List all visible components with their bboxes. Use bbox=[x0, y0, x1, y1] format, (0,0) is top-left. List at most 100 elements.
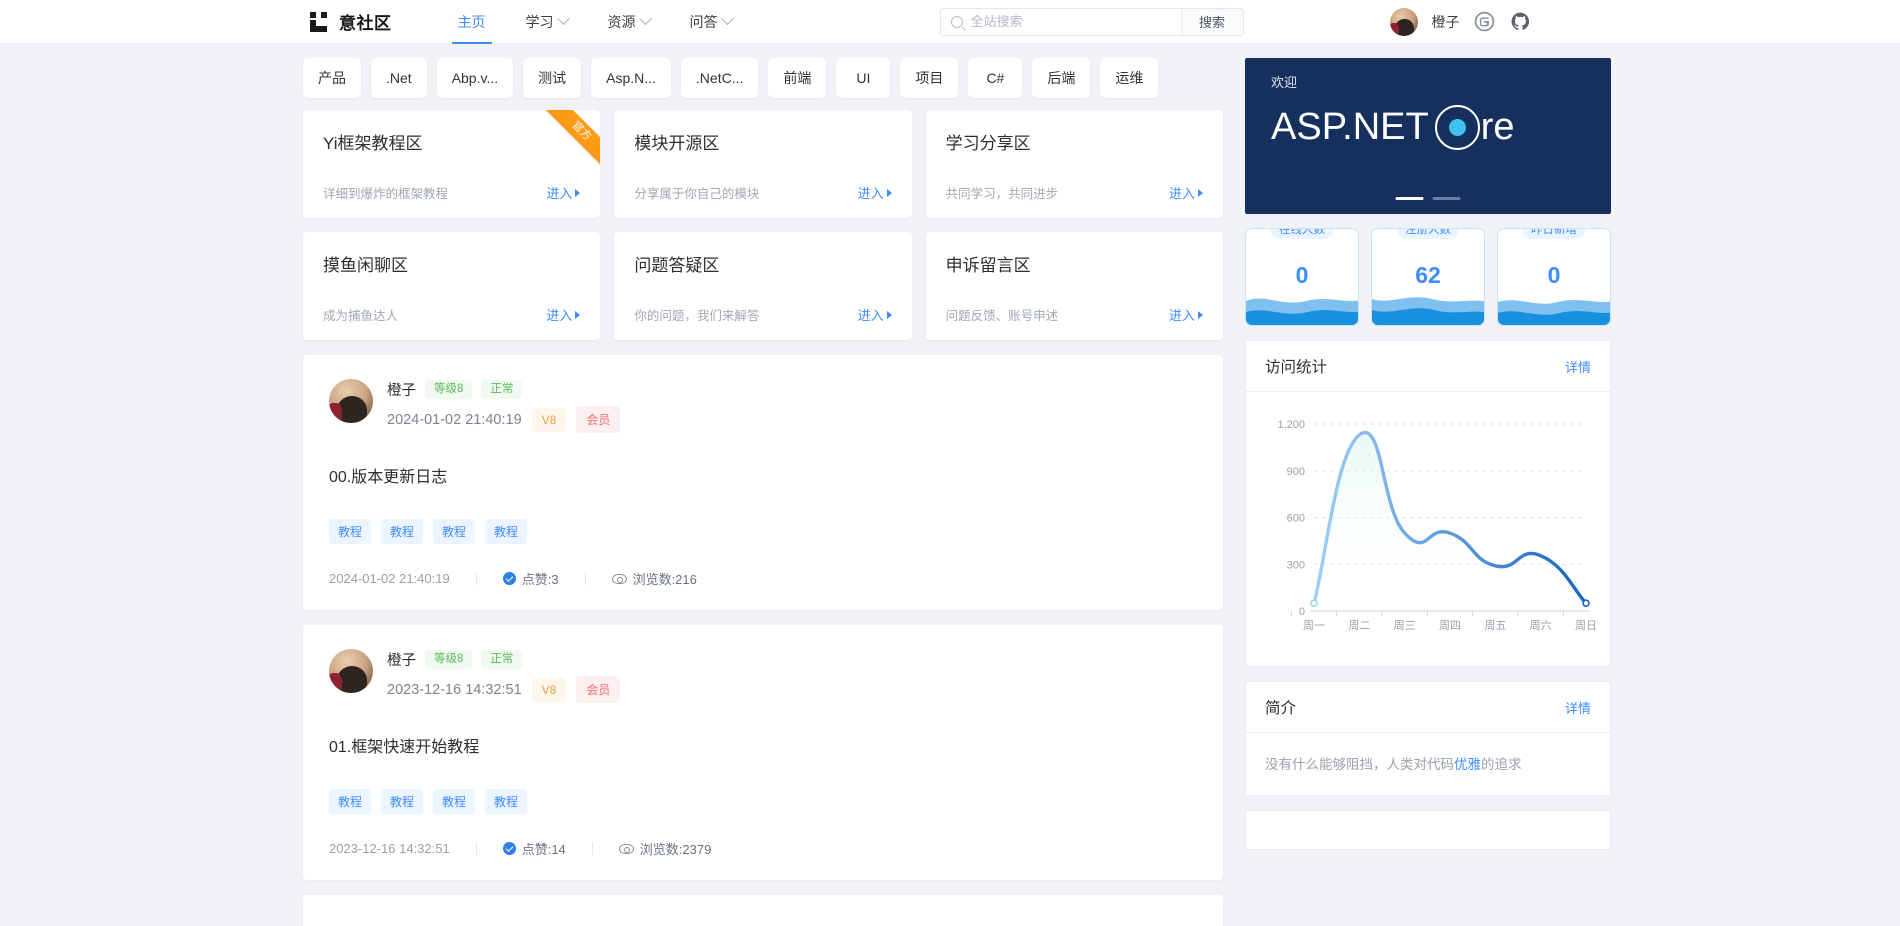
aspnet-core-logo: ASP.NET re bbox=[1271, 105, 1611, 150]
aspnet-banner[interactable]: 欢迎 ASP.NET re bbox=[1245, 58, 1611, 214]
tag-chip[interactable]: Abp.v... bbox=[436, 58, 514, 98]
tag-chip[interactable]: 产品 bbox=[303, 58, 361, 98]
post-card[interactable]: 橙子 等级8 正常 2023-12-16 14:32:51 V8 会员 01.框… bbox=[303, 625, 1223, 880]
view-label: 浏览数:216 bbox=[632, 572, 697, 587]
like-label: 点赞:3 bbox=[521, 572, 559, 587]
tag-chip[interactable]: 项目 bbox=[900, 58, 959, 98]
intro-text: 没有什么能够阻挡，人类对代码优雅的追求 bbox=[1246, 733, 1610, 795]
post-tag[interactable]: 教程 bbox=[433, 789, 476, 814]
post-title[interactable]: 00.版本更新日志 bbox=[329, 469, 448, 486]
tag-chip[interactable]: 运维 bbox=[1100, 58, 1159, 98]
avatar[interactable] bbox=[329, 649, 373, 693]
tag-chip[interactable]: .NetC... bbox=[680, 58, 759, 98]
panel-title: 简介 bbox=[1265, 700, 1297, 717]
post-tag[interactable]: 教程 bbox=[433, 519, 476, 544]
tag-chip[interactable]: UI bbox=[836, 58, 891, 98]
search-field[interactable] bbox=[941, 9, 1181, 35]
carousel-dot[interactable] bbox=[1432, 197, 1461, 200]
banner-welcome: 欢迎 bbox=[1271, 75, 1298, 90]
category-enter-button[interactable]: 进入 bbox=[1169, 305, 1203, 324]
category-card[interactable]: 问题答疑区 你的问题，我们来解答 进入 bbox=[614, 232, 912, 340]
intro-panel: 简介 详情 没有什么能够阻挡，人类对代码优雅的追求 bbox=[1245, 681, 1611, 796]
category-enter-button[interactable]: 进入 bbox=[546, 183, 581, 202]
category-enter-button[interactable]: 进入 bbox=[858, 183, 892, 202]
stats-row: 在线人数 0 注册人数 62 昨日新增 bbox=[1245, 228, 1611, 326]
svg-text:600: 600 bbox=[1287, 513, 1305, 525]
github-icon[interactable] bbox=[1510, 11, 1532, 33]
avatar[interactable] bbox=[1389, 7, 1418, 36]
post-footer: 2024-01-02 21:40:19 点赞:3 浏览数:216 bbox=[329, 569, 1197, 588]
gitee-icon[interactable] bbox=[1474, 11, 1496, 33]
category-grid: 官方 Yi框架教程区 详细到爆炸的框架教程 进入 模块开源区 分享属于你自己 bbox=[303, 110, 1223, 340]
post-date: 2023-12-16 14:32:51 bbox=[329, 841, 450, 856]
level-badge: 等级8 bbox=[425, 650, 473, 669]
view-count: 浏览数:2379 bbox=[618, 839, 711, 858]
vip-badge: 会员 bbox=[576, 676, 621, 703]
category-desc: 共同学习，共同进步 bbox=[945, 187, 1059, 201]
svg-text:0: 0 bbox=[1299, 606, 1305, 618]
nav-label: 问答 bbox=[689, 13, 718, 30]
tag-chip[interactable]: 测试 bbox=[523, 58, 582, 98]
post-tag[interactable]: 教程 bbox=[381, 519, 424, 544]
next-panel-partial bbox=[1245, 810, 1611, 850]
category-desc: 分享属于你自己的模块 bbox=[634, 187, 760, 201]
view-count: 浏览数:216 bbox=[611, 569, 697, 588]
category-card[interactable]: 申诉留言区 问题反馈、账号申述 进入 bbox=[925, 232, 1223, 340]
category-desc: 详细到爆炸的框架教程 bbox=[323, 187, 449, 201]
post-author[interactable]: 橙子 bbox=[387, 383, 416, 399]
category-enter-button[interactable]: 进入 bbox=[1169, 183, 1203, 202]
panel-title: 访问统计 bbox=[1265, 359, 1328, 376]
post-title[interactable]: 01.框架快速开始教程 bbox=[329, 739, 480, 756]
brand[interactable]: 意社区 bbox=[310, 9, 392, 34]
post-tag[interactable]: 教程 bbox=[381, 789, 424, 814]
nav-item-study[interactable]: 学习 bbox=[506, 0, 588, 44]
panel-more-link[interactable]: 详情 bbox=[1564, 700, 1591, 716]
stat-card-online: 在线人数 0 bbox=[1245, 228, 1359, 326]
tag-chip[interactable]: .Net bbox=[371, 58, 427, 98]
post-card-partial[interactable] bbox=[303, 895, 1223, 926]
post-tag[interactable]: 教程 bbox=[485, 519, 528, 544]
category-card[interactable]: 模块开源区 分享属于你自己的模块 进入 bbox=[614, 110, 912, 218]
user-name[interactable]: 橙子 bbox=[1431, 13, 1460, 30]
chevron-down-icon bbox=[638, 12, 652, 26]
category-enter-button[interactable]: 进入 bbox=[858, 305, 892, 324]
post-tag[interactable]: 教程 bbox=[329, 789, 372, 814]
status-badge: 正常 bbox=[481, 650, 523, 669]
stat-card-registered: 注册人数 62 bbox=[1371, 228, 1485, 326]
post-card[interactable]: 橙子 等级8 正常 2024-01-02 21:40:19 V8 会员 00.版… bbox=[303, 355, 1223, 610]
intro-highlight[interactable]: 优雅 bbox=[1454, 757, 1481, 772]
post-time: 2024-01-02 21:40:19 bbox=[387, 411, 522, 428]
nav-item-qa[interactable]: 问答 bbox=[670, 0, 752, 44]
user-area: 橙子 bbox=[1389, 7, 1532, 36]
carousel-dot[interactable] bbox=[1395, 197, 1424, 200]
category-card[interactable]: 官方 Yi框架教程区 详细到爆炸的框架教程 进入 bbox=[303, 110, 601, 218]
nav-item-home[interactable]: 主页 bbox=[438, 0, 506, 44]
tag-chip[interactable]: Asp.N... bbox=[591, 58, 671, 98]
nav-label: 资源 bbox=[607, 13, 636, 30]
like-count[interactable]: 点赞:3 bbox=[502, 569, 559, 588]
post-tag[interactable]: 教程 bbox=[329, 519, 372, 544]
tag-chip[interactable]: 前端 bbox=[768, 58, 827, 98]
tag-chip[interactable]: 后端 bbox=[1032, 58, 1091, 98]
nav-item-resources[interactable]: 资源 bbox=[588, 0, 670, 44]
post-tag[interactable]: 教程 bbox=[485, 789, 528, 814]
category-desc: 成为捕鱼达人 bbox=[323, 309, 399, 323]
v-badge: V8 bbox=[531, 407, 567, 432]
official-ribbon: 官方 bbox=[542, 110, 601, 168]
category-enter-button[interactable]: 进入 bbox=[546, 305, 581, 324]
play-triangle-icon bbox=[886, 188, 892, 197]
post-author[interactable]: 橙子 bbox=[387, 653, 416, 669]
category-card[interactable]: 学习分享区 共同学习，共同进步 进入 bbox=[925, 110, 1223, 218]
enter-label: 进入 bbox=[857, 186, 884, 201]
stat-value: 0 bbox=[1547, 262, 1561, 288]
play-triangle-icon bbox=[1198, 188, 1203, 197]
like-count[interactable]: 点赞:14 bbox=[502, 839, 566, 858]
avatar[interactable] bbox=[329, 379, 373, 423]
panel-more-link[interactable]: 详情 bbox=[1564, 359, 1591, 375]
enter-label: 进入 bbox=[1168, 186, 1195, 201]
nav-label: 学习 bbox=[525, 13, 554, 30]
search-input[interactable] bbox=[970, 14, 1171, 29]
category-card[interactable]: 摸鱼闲聊区 成为捕鱼达人 进入 bbox=[303, 232, 601, 340]
search-button[interactable]: 搜索 bbox=[1180, 8, 1243, 35]
tag-chip[interactable]: C# bbox=[968, 58, 1023, 98]
